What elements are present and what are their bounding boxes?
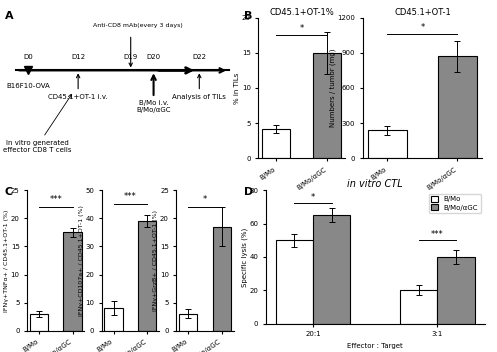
Y-axis label: IFNγ+GrzB+ / CD45.1+OT-1 (%): IFNγ+GrzB+ / CD45.1+OT-1 (%) [154,210,159,311]
Bar [314,53,341,158]
Text: *: * [311,193,315,202]
Y-axis label: IFNγ+TNFα+ / CD45.1+OT-1 (%): IFNγ+TNFα+ / CD45.1+OT-1 (%) [4,209,9,312]
Text: Anti-CD8 mAb(every 3 days): Anti-CD8 mAb(every 3 days) [93,23,182,28]
Title: CD45.1+OT-1%: CD45.1+OT-1% [269,8,334,17]
Bar [368,130,407,158]
Text: C: C [5,187,13,196]
Text: D20: D20 [147,54,161,60]
Y-axis label: Numbers / tumor (mg): Numbers / tumor (mg) [330,49,336,127]
Bar [400,290,437,324]
Text: Analysis of TILs: Analysis of TILs [172,94,226,100]
Text: CD45.1+OT-1 i.v.: CD45.1+OT-1 i.v. [48,94,108,100]
Text: *: * [300,24,304,33]
Bar [437,257,475,324]
Text: *: * [420,23,424,32]
Text: D: D [244,187,253,196]
Text: *: * [203,195,207,204]
Bar [104,308,123,331]
Text: ***: *** [50,195,62,204]
Bar [138,221,157,331]
Legend: B/Mo, B/Mo/αGC: B/Mo, B/Mo/αGC [428,194,481,213]
Bar [313,215,350,324]
Bar [64,232,82,331]
Text: A: A [5,11,13,21]
Bar [30,314,48,331]
Bar [179,314,197,331]
Text: ***: *** [431,230,444,239]
Y-axis label: Specific lysis (%): Specific lysis (%) [242,227,248,287]
X-axis label: Effector : Target: Effector : Target [347,343,403,349]
Text: D0: D0 [23,54,33,60]
Text: B/Mo i.v.
B/Mo/αGC: B/Mo i.v. B/Mo/αGC [136,100,171,113]
Text: B16F10-OVA: B16F10-OVA [6,83,50,89]
Text: In vitro generated
effector CD8 T cells: In vitro generated effector CD8 T cells [2,95,72,153]
Text: D22: D22 [192,54,206,60]
Bar [213,227,231,331]
Y-axis label: % in TILs: % in TILs [235,72,241,104]
Text: ***: *** [124,192,137,201]
Bar [276,240,313,324]
Bar [438,56,477,158]
Title: in vitro CTL: in vitro CTL [347,179,403,189]
Bar [262,129,290,158]
Text: D12: D12 [71,54,85,60]
Title: CD45.1+OT-1: CD45.1+OT-1 [394,8,451,17]
Y-axis label: IFNγ+CD107a+ / CD45.1+OT-1 (%): IFNγ+CD107a+ / CD45.1+OT-1 (%) [79,205,84,316]
Text: D19: D19 [124,54,138,60]
Text: B: B [244,11,252,20]
